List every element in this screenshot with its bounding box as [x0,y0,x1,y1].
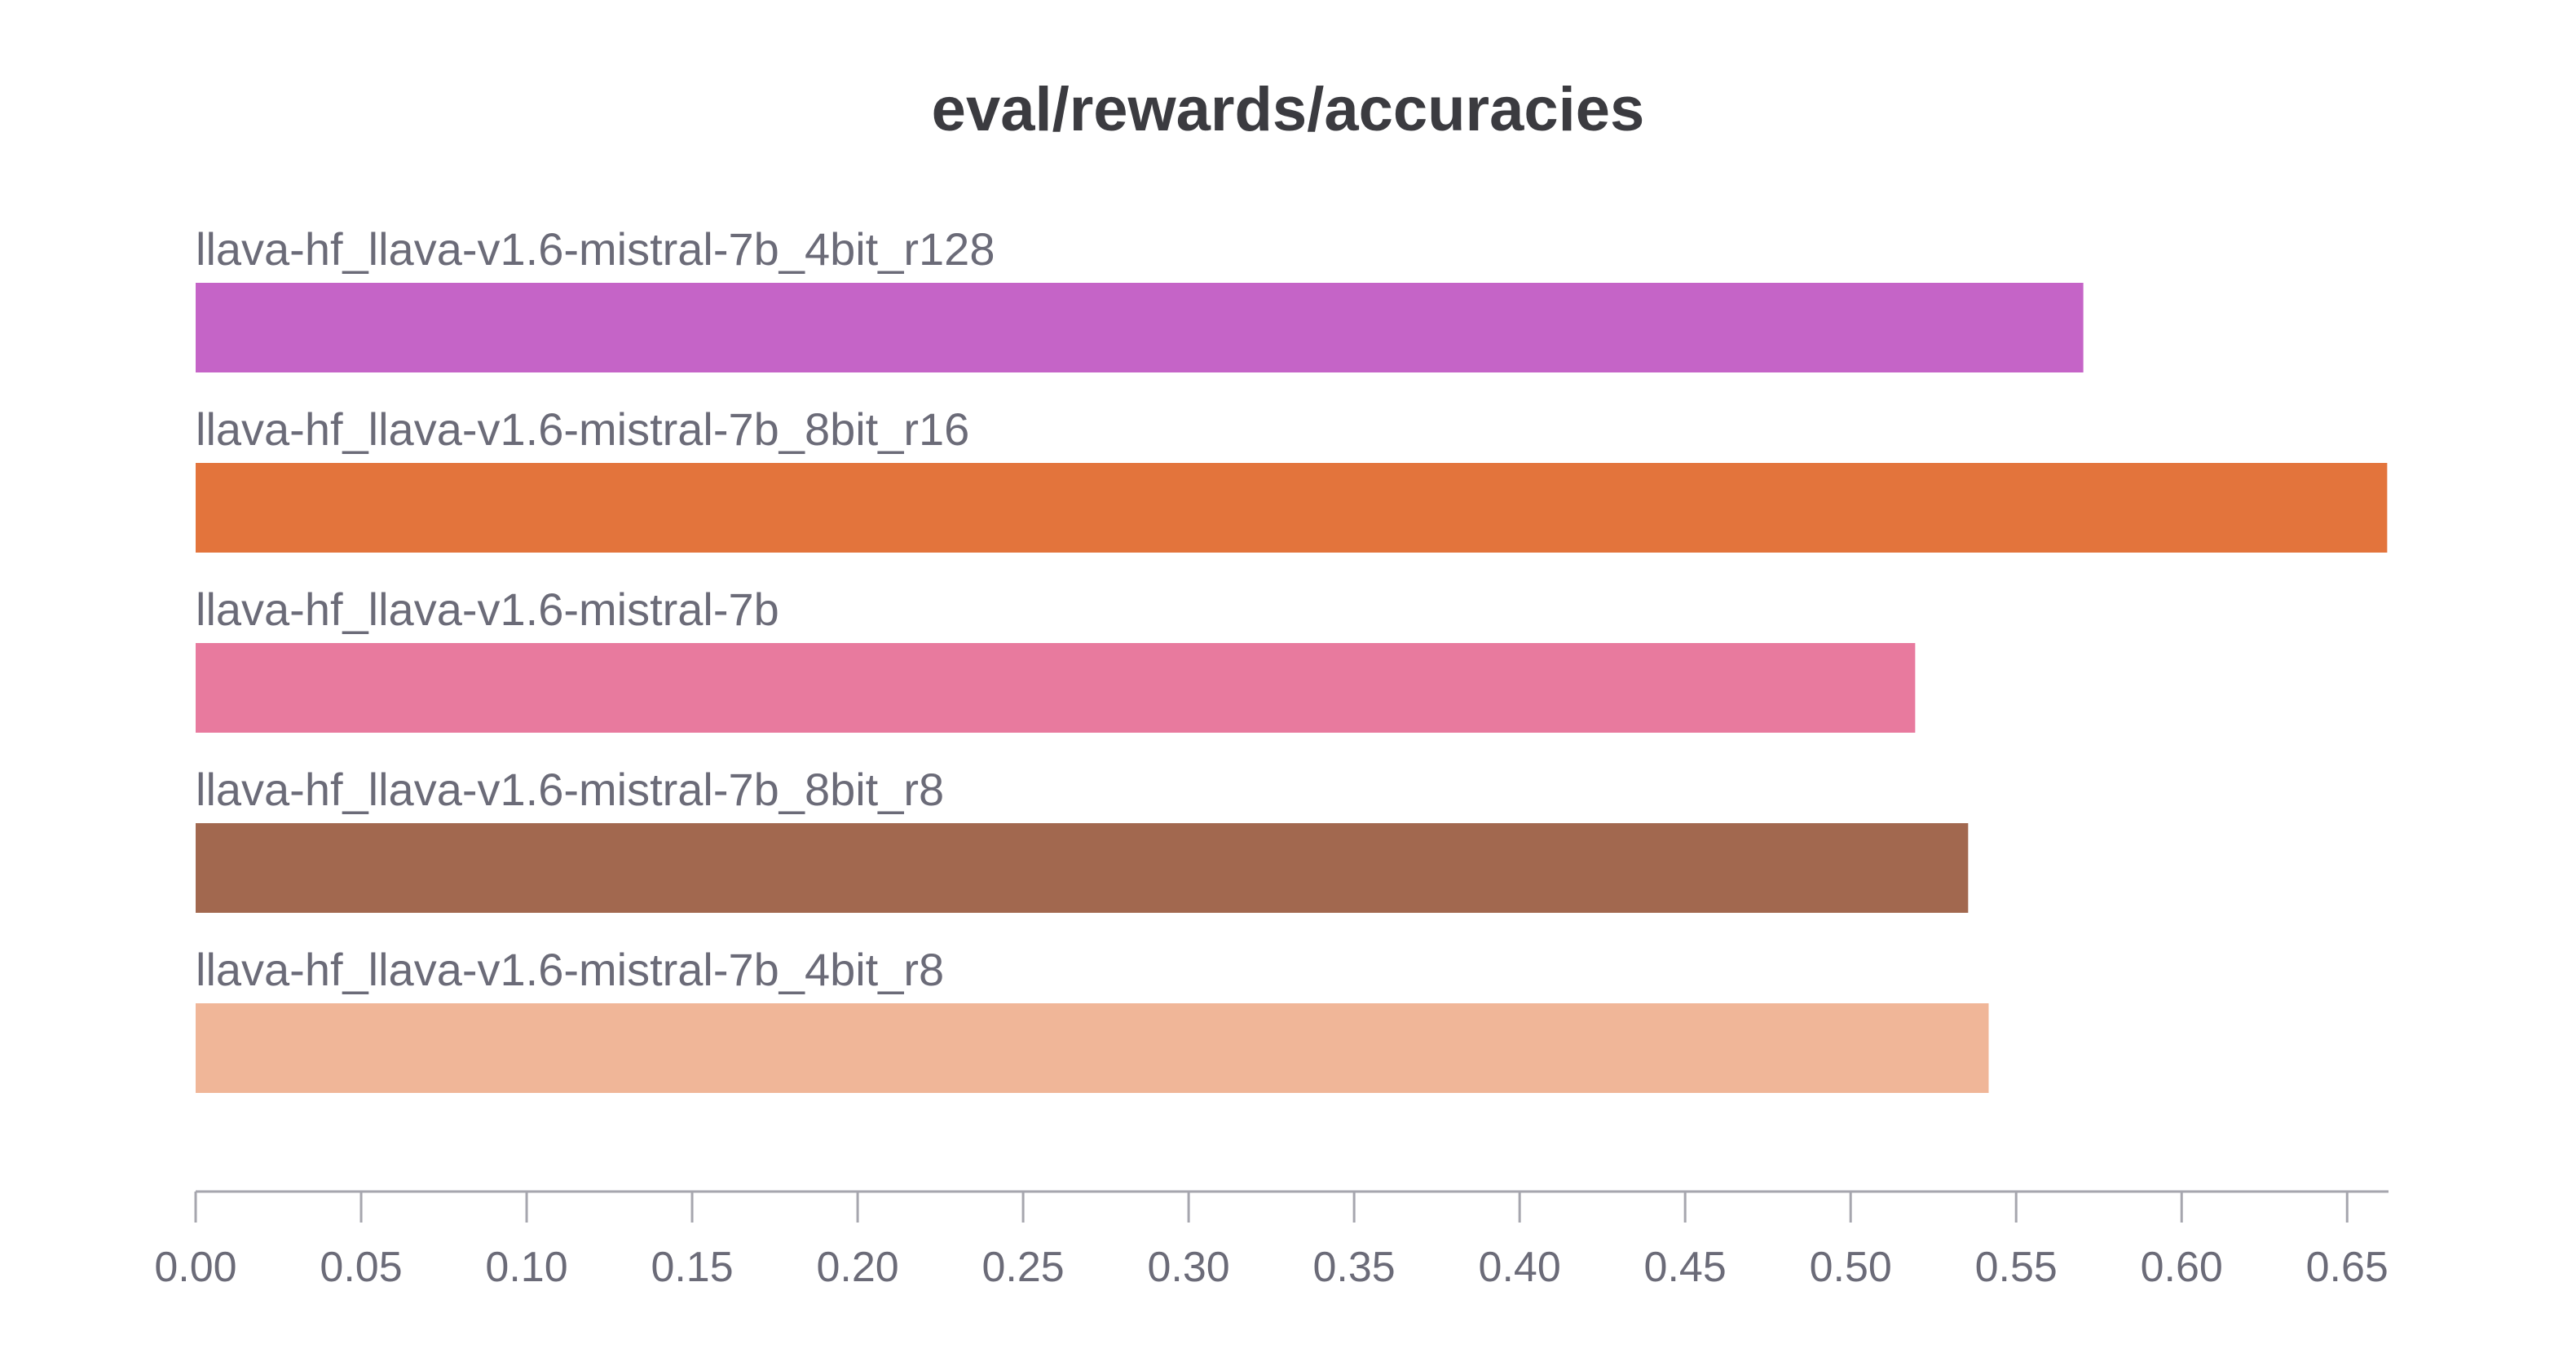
x-tick-label: 0.50 [1810,1244,1892,1291]
bar-label: llava-hf_llava-v1.6-mistral-7b_4bit_r8 [196,944,944,995]
x-tick-label: 0.65 [2306,1244,2389,1291]
x-tick-label: 0.55 [1975,1244,2058,1291]
x-tick-label: 0.15 [651,1244,733,1291]
x-tick-label: 0.00 [154,1244,236,1291]
x-tick-label: 0.40 [1479,1244,1561,1291]
x-tick-label: 0.30 [1148,1244,1230,1291]
bar-label: llava-hf_llava-v1.6-mistral-7b_8bit_r16 [196,403,969,455]
bar[interactable] [196,823,1969,913]
x-tick-label: 0.35 [1313,1244,1396,1291]
x-tick-label: 0.10 [485,1244,567,1291]
x-tick-label: 0.25 [981,1244,1064,1291]
x-tick-label: 0.05 [320,1244,402,1291]
bar[interactable] [196,283,2084,372]
bar[interactable] [196,643,1916,733]
bar-label: llava-hf_llava-v1.6-mistral-7b [196,584,779,635]
chart-title: eval/rewards/accuracies [932,75,1645,144]
bars-layer: llava-hf_llava-v1.6-mistral-7b_4bit_r128… [196,223,2388,1093]
x-axis: 0.00 0.05 0.10 0.15 0.20 0.25 0.30 0.35 0.40 0.45… [154,1190,2389,1291]
x-tick-label: 0.60 [2141,1244,2223,1291]
x-tick-label: 0.45 [1644,1244,1727,1291]
bar[interactable] [196,1003,1989,1093]
bar-label: llava-hf_llava-v1.6-mistral-7b_8bit_r8 [196,764,944,815]
bar[interactable] [196,463,2388,553]
bar-label: llava-hf_llava-v1.6-mistral-7b_4bit_r128 [196,223,995,275]
x-tick-label: 0.20 [816,1244,898,1291]
